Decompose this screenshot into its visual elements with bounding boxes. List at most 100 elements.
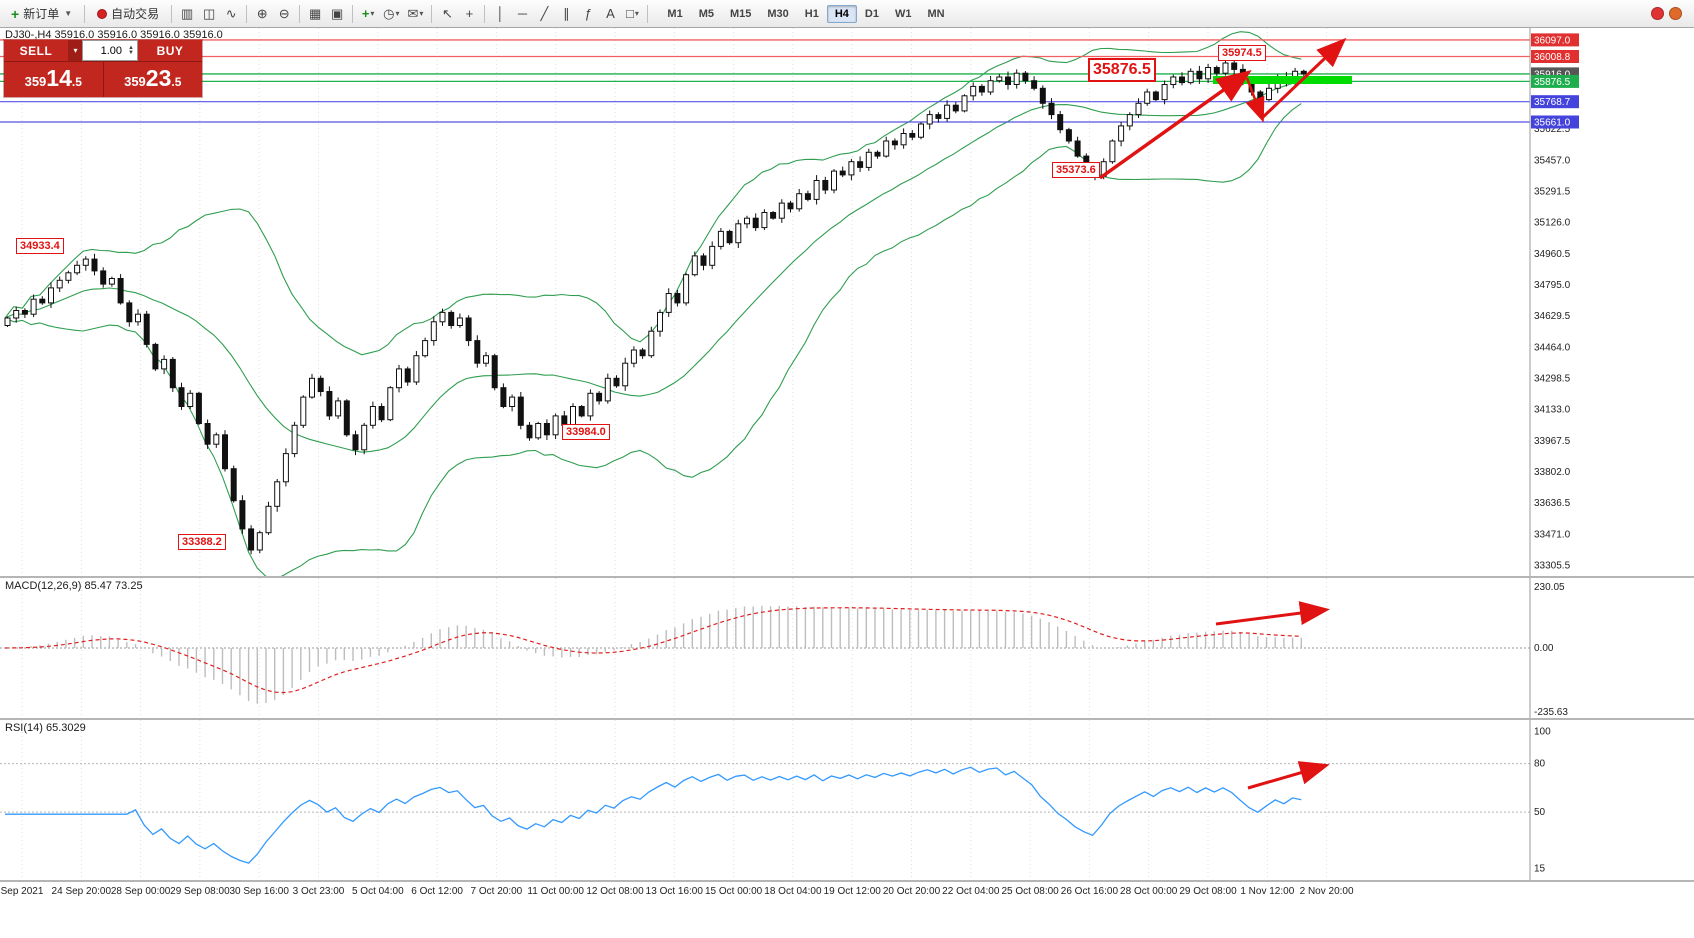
shapes-icon[interactable]: □ ▾ (625, 6, 639, 21)
toolbar: + 新订单 ▼ 自动交易 ▥ ◫ ∿ ⊕ ⊖ ▦ ▣ + ▾ ◷ ▾ ✉ ▾ ↖ + │ ─ ╱ ∥ ƒ A □ ▾ M1 M… (0, 0, 1694, 28)
auto-trading-button[interactable]: 自动交易 (90, 2, 166, 25)
time-axis-label: 15 Oct 00:00 (704, 886, 763, 897)
candles (4, 58, 1307, 555)
svg-text:34298.5: 34298.5 (1534, 374, 1571, 385)
svg-text:35661.0: 35661.0 (1534, 118, 1571, 129)
timeframe-button-m30[interactable]: M30 (767, 7, 789, 20)
trend-arrows[interactable] (1098, 37, 1347, 180)
timeframe-button-h1[interactable]: H1 (804, 7, 819, 20)
timeframe-button-w1[interactable]: W1 (894, 7, 912, 20)
time-axis-label: 22 Oct 04:00 (942, 886, 1000, 897)
order-type-dropdown[interactable]: ▾ (68, 40, 82, 61)
zoom-in-icon[interactable]: ⊕ (256, 5, 268, 21)
arrange-windows-icon[interactable]: ▣ (330, 5, 344, 21)
zoom-out-icon[interactable]: ⊖ (278, 5, 290, 21)
vertical-line-icon[interactable]: │ (496, 6, 505, 21)
toolbar-separator (246, 4, 248, 23)
auto-trading-icon (97, 8, 108, 19)
price-annotation[interactable]: 35876.5 (1088, 58, 1156, 82)
profile-icon[interactable] (1669, 7, 1682, 20)
candlestick-chart-icon[interactable]: ◫ (202, 5, 216, 21)
time-axis-label: 20 Oct 20:00 (882, 886, 941, 897)
rsi-trend-arrow[interactable] (1247, 761, 1330, 790)
tile-windows-icon[interactable]: ▦ (308, 5, 322, 21)
panel-separator[interactable] (0, 576, 1694, 578)
macd-histogram (12, 605, 1303, 704)
macd-axis[interactable]: 230.05 0.00 -235.63 (1534, 582, 1568, 718)
mail-icon[interactable]: ✉ ▾ (407, 5, 424, 21)
fibonacci-icon[interactable]: ƒ (584, 6, 593, 21)
line-chart-icon[interactable]: ∿ (225, 5, 237, 21)
time-axis-label: 29 Oct 08:00 (1179, 886, 1237, 897)
main-chart-panel[interactable]: DJ30-,H4 35916.0 35916.0 35916.0 35916.0… (0, 28, 1694, 576)
svg-text:34133.0: 34133.0 (1534, 405, 1571, 416)
periods-icon[interactable]: ◷ ▾ (383, 5, 400, 21)
timeframe-button-m5[interactable]: M5 (698, 7, 714, 20)
svg-text:80: 80 (1534, 759, 1546, 770)
chevron-down-icon: ▾ (395, 9, 400, 18)
macd-trend-arrow[interactable] (1215, 601, 1330, 626)
text-icon[interactable]: A (606, 6, 615, 21)
svg-text:35768.7: 35768.7 (1534, 97, 1571, 108)
timeframe-button-m1[interactable]: M1 (667, 7, 683, 20)
price-annotation[interactable]: 33984.0 (562, 424, 610, 440)
svg-text:33802.0: 33802.0 (1534, 467, 1571, 478)
rsi-panel[interactable]: RSI(14) 65.3029 100 80 50 15 (0, 720, 1694, 880)
support-highlight[interactable] (1213, 76, 1352, 84)
timeframe-button-h4[interactable]: H4 (826, 4, 857, 23)
price-axis[interactable]: 35622.5 35457.0 35291.5 35126.0 34960.5 34795… (1531, 33, 1579, 572)
rsi-axis[interactable]: 100 80 50 15 (1534, 726, 1551, 874)
macd-canvas[interactable]: 230.05 0.00 -235.63 (0, 578, 1694, 718)
macd-panel[interactable]: MACD(12,26,9) 85.47 73.25 230.05 0.00 -235… (0, 578, 1694, 718)
rsi-canvas[interactable]: 100 80 50 15 (0, 720, 1694, 880)
indicators-icon[interactable]: + ▾ (361, 6, 375, 21)
volume-down-button[interactable]: ▼ (128, 49, 134, 56)
price-annotation[interactable]: 34933.4 (16, 238, 64, 254)
svg-text:34960.5: 34960.5 (1534, 249, 1571, 260)
crosshair-icon[interactable]: + (465, 6, 474, 21)
chevron-down-icon: ▼ (64, 9, 73, 18)
volume-input[interactable] (84, 44, 122, 57)
time-axis-label: Sep 2021 (0, 886, 44, 897)
buy-price[interactable]: 359 23.5 (102, 62, 203, 97)
cursor-icon[interactable]: ↖ (441, 5, 453, 21)
ohlc-line: DJ30-,H4 35916.0 35916.0 35916.0 35916.0 (5, 29, 223, 41)
rsi-line (5, 766, 1302, 864)
sell-price[interactable]: 359 14.5 (24, 65, 82, 91)
panel-separator[interactable] (0, 880, 1694, 882)
alerts-icon[interactable] (1651, 7, 1664, 20)
time-axis-label: 18 Oct 04:00 (764, 886, 822, 897)
sell-button[interactable]: SELL (4, 40, 68, 61)
toolbar-separator (84, 4, 86, 23)
bar-chart-icon[interactable]: ▥ (180, 5, 194, 21)
svg-text:33305.5: 33305.5 (1534, 561, 1571, 572)
svg-text:33471.0: 33471.0 (1534, 529, 1571, 540)
buy-button[interactable]: BUY (138, 40, 202, 61)
price-annotation[interactable]: 35373.6 (1052, 162, 1100, 178)
time-axis-label: 29 Sep 08:00 (170, 886, 230, 897)
macd-label: MACD(12,26,9) 85.47 73.25 (5, 580, 143, 592)
svg-text:33636.5: 33636.5 (1534, 498, 1571, 509)
time-axis[interactable]: Sep 2021 24 Sep 20:00 28 Sep 00:00 29 Sep 0… (0, 882, 1694, 906)
new-order-label: 新订单 (23, 7, 60, 21)
new-order-button[interactable]: + 新订单 ▼ (4, 2, 79, 25)
volume-up-button[interactable]: ▲ (128, 44, 134, 51)
rsi-label: RSI(14) 65.3029 (5, 722, 86, 734)
timeframe-button-mn[interactable]: MN (927, 7, 945, 20)
annotations-layer: 35974.5 35876.5 35373.6 34933.4 33984.0 33388… (0, 28, 1530, 576)
panel-separator[interactable] (0, 718, 1694, 720)
main-chart-canvas[interactable]: 35622.5 35457.0 35291.5 35126.0 34960.5 34795… (0, 28, 1694, 576)
channel-icon[interactable]: ∥ (563, 5, 570, 21)
svg-text:15: 15 (1534, 864, 1546, 875)
svg-text:35126.0: 35126.0 (1534, 218, 1571, 229)
timeframe-button-d1[interactable]: D1 (864, 7, 879, 20)
timeframe-button-m15[interactable]: M15 (729, 7, 752, 20)
time-axis-label: 2 Nov 20:00 (1299, 886, 1354, 897)
trendline-icon[interactable]: ╱ (540, 5, 549, 21)
price-annotation[interactable]: 35974.5 (1218, 45, 1266, 61)
price-annotation[interactable]: 33388.2 (178, 534, 226, 550)
time-axis-label: 26 Oct 16:00 (1060, 886, 1119, 897)
horizontal-line-icon[interactable]: ─ (517, 6, 528, 21)
chevron-down-icon: ▾ (370, 9, 375, 18)
